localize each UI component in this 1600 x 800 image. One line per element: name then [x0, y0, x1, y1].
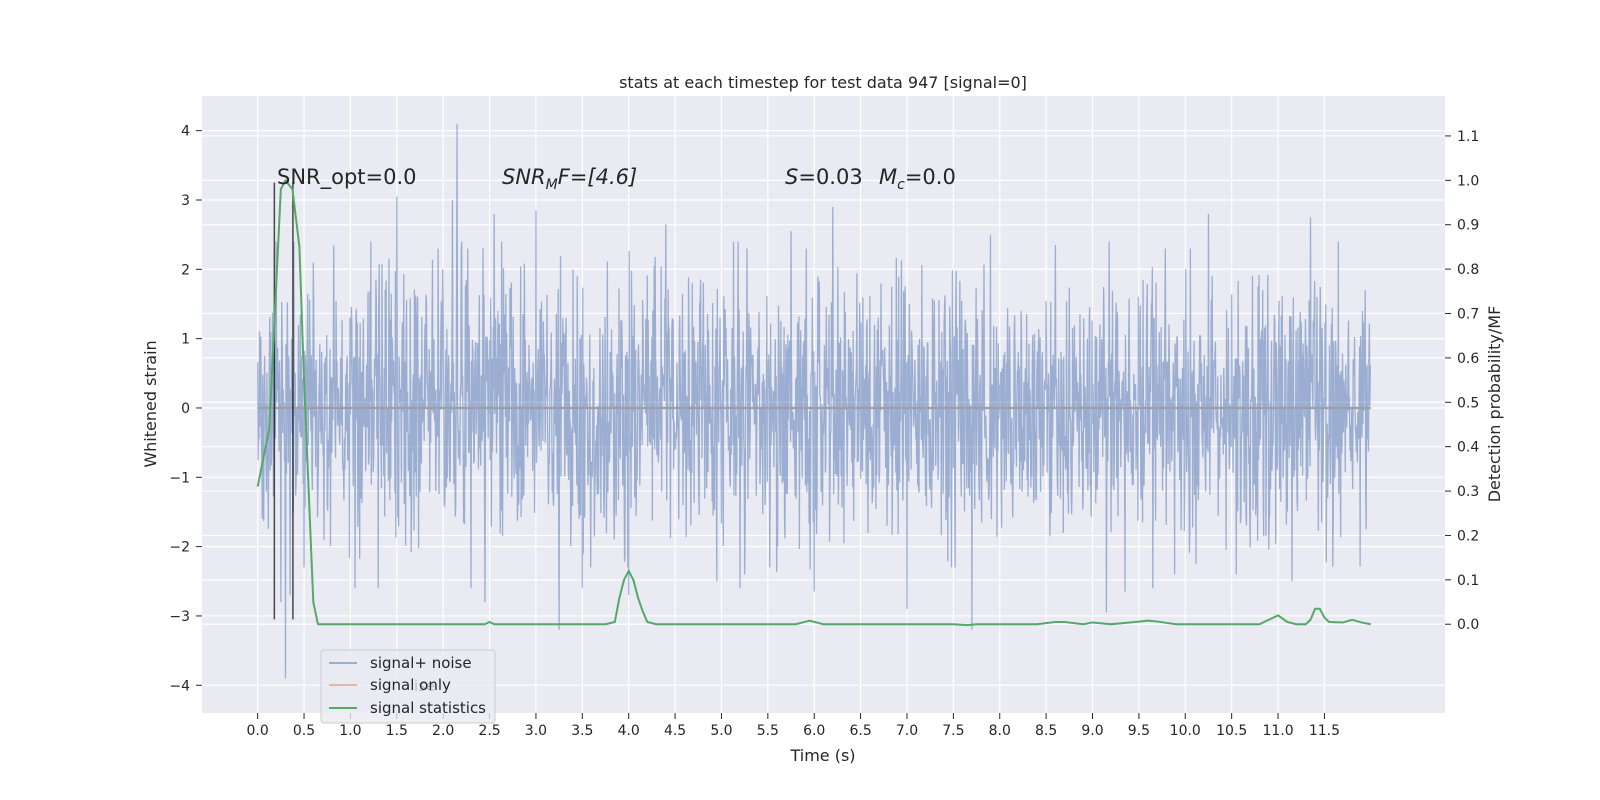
x-tick-label: 6.5 [849, 723, 871, 739]
y-left-tick-label: 2 [181, 262, 190, 278]
x-tick-label: 1.0 [339, 723, 361, 739]
x-tick-label: 9.5 [1128, 723, 1150, 739]
x-tick-label: 11.5 [1309, 723, 1340, 739]
y-left-tick-label: −2 [169, 540, 190, 556]
x-tick-label: 8.5 [1035, 723, 1057, 739]
legend-label-signal-noise: signal+ noise [370, 654, 472, 672]
y-left-tick-label: −4 [169, 678, 190, 694]
s-label: S [785, 165, 798, 189]
y-right-tick-label: 0.6 [1457, 351, 1479, 367]
y-right-tick-label: 1.0 [1457, 173, 1479, 189]
signal-statistics-series [256, 179, 1371, 627]
x-tick-label: 10.5 [1216, 723, 1247, 739]
signal-noise-line [257, 123, 1371, 679]
s-value: =0.03 [798, 165, 862, 189]
x-tick-label: 10.0 [1170, 723, 1201, 739]
x-tick-label: 7.0 [896, 723, 918, 739]
y-right-tick-label: 0.8 [1457, 262, 1479, 278]
legend-label-signal-only: signal only [370, 676, 451, 694]
y-right-tick-label: 0.5 [1457, 395, 1479, 411]
mc-subscript: c [897, 177, 905, 193]
y-left-tick-label: 3 [181, 193, 190, 209]
x-tick-label: 7.5 [942, 723, 964, 739]
legend-ghost-label: ise [414, 677, 435, 695]
y-left-tick-label: 4 [181, 124, 190, 140]
signal-statistics-line [256, 179, 1371, 627]
x-tick-label: 5.0 [710, 723, 732, 739]
y-left-tick-label: 0 [181, 401, 190, 417]
x-tick-label: 3.5 [571, 723, 593, 739]
y-left-tick-label: −1 [169, 470, 190, 486]
x-axis-ticks: 0.0 0.5 1.0 1.5 2.0 2.5 3.0 3.5 4.0 4.5 5.0 5.5 6.0 6… [247, 713, 1340, 739]
x-tick-label: 11.0 [1262, 723, 1293, 739]
y-right-axis-ticks: 0.0 0.1 0.2 0.3 0.4 0.5 0.6 0.7 0.8 0.9 1.0 1.1 [1445, 129, 1479, 633]
y-axis-label: Whitened strain [141, 340, 160, 467]
snr-mf-label: SNR [502, 165, 546, 189]
snr-mf-subscript: M [546, 177, 558, 193]
y-right-tick-label: 0.9 [1457, 218, 1479, 234]
x-tick-label: 2.5 [478, 723, 500, 739]
x-tick-label: 5.5 [757, 723, 779, 739]
y-right-tick-label: 0.0 [1457, 617, 1479, 633]
y-right-tick-label: 0.1 [1457, 573, 1479, 589]
y-left-tick-label: 1 [181, 332, 190, 348]
legend-box [320, 649, 496, 724]
x-tick-label: 1.5 [386, 723, 408, 739]
y-right-tick-label: 0.2 [1457, 528, 1479, 544]
x-tick-label: 4.5 [664, 723, 686, 739]
time-markers [273, 182, 294, 620]
snr-mf-value: F=[4.6] [558, 165, 637, 189]
y-right-tick-label: 1.1 [1457, 129, 1479, 145]
y-left-axis-ticks: −4 −3 −2 −1 0 1 2 3 4 [169, 124, 202, 694]
x-tick-label: 3.0 [525, 723, 547, 739]
x-tick-label: 0.0 [247, 723, 269, 739]
s-annotation: S=0.03 [785, 165, 863, 189]
legend-label-signal-statistics: signal statistics [370, 699, 486, 717]
x-tick-label: 2.0 [432, 723, 454, 739]
mc-annotation: Mc=0.0 [879, 165, 956, 193]
legend: ise signal+ noise signal only signal sta… [320, 649, 496, 724]
y-right-tick-label: 0.7 [1457, 307, 1479, 323]
x-tick-label: 8.0 [989, 723, 1011, 739]
x-tick-label: 6.0 [803, 723, 825, 739]
y-right-tick-label: 0.4 [1457, 440, 1479, 456]
chart-title: stats at each timestep for test data 947… [619, 73, 1027, 92]
signal-noise-series [257, 123, 1371, 679]
x-tick-label: 9.0 [1081, 723, 1103, 739]
y-left-tick-label: −3 [169, 609, 190, 625]
mc-value: =0.0 [905, 165, 956, 189]
x-tick-label: 4.0 [618, 723, 640, 739]
x-tick-label: 0.5 [293, 723, 315, 739]
x-axis-label: Time (s) [789, 746, 855, 765]
snr-mf-annotation: SNRMF=[4.6] [502, 165, 637, 193]
snr-opt-annotation: SNR_opt=0.0 [277, 165, 417, 190]
y-right-axis-label: Detection probability/MF [1485, 306, 1504, 503]
mc-label: M [879, 165, 897, 189]
y-right-tick-label: 0.3 [1457, 484, 1479, 500]
